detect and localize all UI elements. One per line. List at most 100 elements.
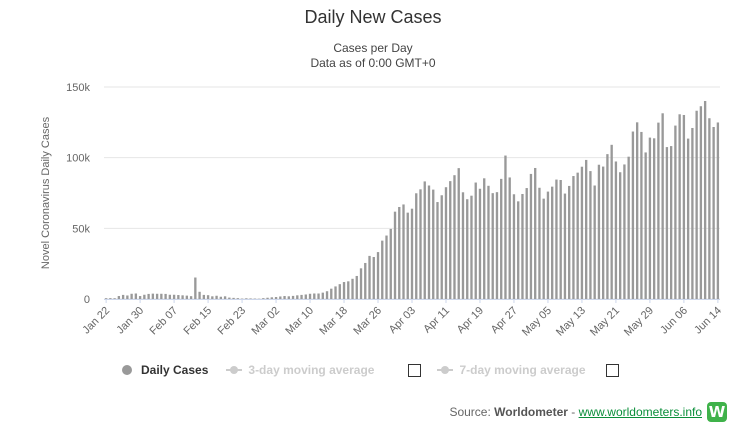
x-tick-label: May 29: [622, 305, 656, 339]
bar: [703, 100, 707, 300]
x-tick-label: Jan 30: [114, 305, 146, 337]
bar: [432, 189, 435, 299]
bar: [189, 296, 193, 299]
legend-7day-average[interactable]: 7-day moving average: [437, 363, 586, 377]
bar: [262, 298, 265, 299]
bar: [168, 294, 172, 299]
bar: [134, 293, 138, 299]
chart-subtitle-line-2: Data as of 0:00 GMT+0: [310, 56, 436, 70]
bar: [389, 228, 392, 299]
legend-3day-average[interactable]: 3-day moving average: [226, 363, 374, 377]
bar: [287, 296, 290, 299]
bar: [202, 294, 206, 299]
bar: [631, 131, 635, 299]
x-tick-label: Apr 11: [421, 305, 452, 336]
bar: [682, 114, 686, 299]
bar: [126, 295, 129, 299]
bar: [440, 195, 443, 299]
bar: [504, 155, 507, 299]
bar: [364, 262, 367, 299]
x-tick-label: Feb 15: [182, 305, 215, 338]
bar: [619, 172, 622, 299]
bar: [712, 127, 715, 299]
bar: [585, 159, 588, 299]
bar: [602, 166, 605, 299]
bar: [699, 106, 703, 299]
bar: [291, 295, 295, 299]
bar: [232, 297, 235, 299]
bar: [716, 122, 720, 299]
bar: [495, 192, 499, 299]
bar: [648, 137, 652, 299]
bar: [372, 257, 375, 299]
bar: [525, 188, 528, 299]
bar: [640, 131, 643, 299]
bar: [572, 176, 575, 299]
bar: [542, 198, 545, 299]
bar: [109, 298, 112, 299]
bar: [334, 286, 337, 299]
bar: [313, 293, 316, 299]
x-tick-label: May 05: [520, 305, 554, 339]
bar: [635, 122, 639, 299]
checkbox-3day-average[interactable]: [408, 363, 422, 377]
bar: [661, 113, 664, 299]
bar: [657, 122, 660, 300]
bar: [449, 181, 452, 299]
bar: [559, 180, 562, 299]
bar: [215, 295, 218, 299]
x-tick-label: Apr 03: [387, 305, 418, 336]
bar: [580, 166, 584, 299]
bar: [500, 178, 503, 299]
x-tick-label: Mar 10: [283, 305, 316, 338]
bar: [508, 177, 511, 299]
bar: [155, 293, 159, 299]
bar: [104, 298, 108, 299]
bar: [330, 288, 333, 299]
bar: [300, 294, 303, 299]
bar: [436, 202, 439, 299]
bar: [317, 293, 320, 299]
worldometer-logo-icon[interactable]: W: [707, 402, 727, 422]
y-tick-label: 0: [84, 294, 90, 306]
x-tick-label: Jun 06: [658, 305, 690, 337]
source-separator: -: [567, 405, 579, 419]
bar: [652, 138, 656, 299]
bar: [359, 268, 363, 299]
x-tick-label: Apr 27: [489, 305, 520, 336]
x-tick-label: Jan 22: [80, 305, 112, 337]
bar: [546, 191, 550, 299]
bar: [453, 175, 456, 299]
bar: [198, 291, 201, 299]
bar: [249, 298, 252, 299]
bar: [177, 295, 180, 299]
x-tick-label: Mar 02: [250, 305, 283, 338]
bar: [474, 182, 477, 299]
source-credit: Source: Worldometer - www.worldometers.i…: [449, 405, 702, 419]
y-axis-title: Novel Coronavirus Daily Cases: [40, 116, 52, 269]
bar: [576, 172, 579, 299]
bar: [491, 193, 494, 299]
bar: [181, 295, 184, 299]
bar: [385, 235, 388, 299]
legend-daily-cases-label: Daily Cases: [141, 363, 209, 377]
bar: [274, 297, 278, 299]
checkbox-7day-average[interactable]: [605, 363, 619, 377]
bar: [568, 185, 571, 299]
source-link[interactable]: www.worldometers.info: [578, 405, 702, 419]
bar: [143, 294, 146, 299]
bar: [644, 152, 647, 299]
bar: [470, 195, 473, 299]
bar: [610, 144, 613, 299]
bar: [487, 185, 490, 299]
legend: Daily Cases 3-day moving average 7-day m…: [122, 362, 635, 378]
line-marker-icon: [226, 366, 243, 374]
bar: [206, 295, 210, 299]
y-tick-label: 50k: [72, 223, 90, 235]
bar: [466, 199, 469, 299]
legend-daily-cases[interactable]: Daily Cases: [122, 363, 208, 377]
bar: [160, 293, 163, 299]
bar: [406, 212, 409, 299]
bar: [419, 189, 422, 299]
